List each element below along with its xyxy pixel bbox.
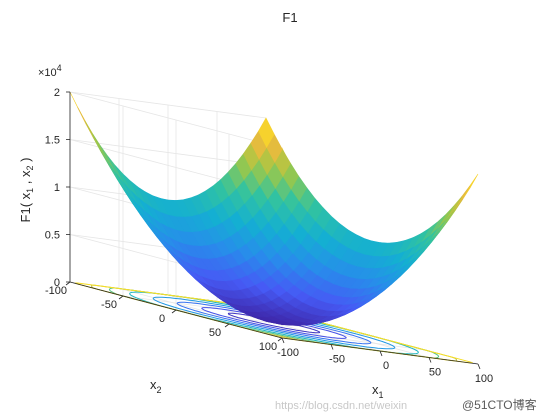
z-axis-label: F1( x1 , x2 ): [18, 158, 35, 223]
x-tick-mark: [330, 344, 334, 350]
z-exponent-label: ×104: [38, 63, 62, 79]
watermark-right: @51CTO博客: [462, 397, 537, 412]
z-tick-label: 0: [54, 277, 60, 289]
surface-plot: [69, 91, 479, 326]
chart-title: F1: [282, 10, 297, 25]
x-tick-mark: [428, 357, 432, 363]
y-tick-mark: [65, 281, 71, 286]
z-tick-label: 1: [54, 182, 60, 194]
surface-patch: [258, 117, 275, 148]
x-axis-label: x1: [372, 382, 384, 400]
x-tick-mark: [477, 363, 481, 370]
x-tick-mark: [379, 350, 383, 357]
y-tick-label: 50: [209, 327, 221, 339]
y-axis-label: x2: [150, 377, 162, 395]
x-tick-label: -100: [277, 347, 299, 359]
x-tick-label: -50: [329, 354, 345, 366]
x-tick-label: 50: [429, 367, 441, 379]
z-tick-label: 0.5: [45, 230, 60, 242]
y-tick-mark: [118, 295, 124, 300]
z-tick-label: 2: [54, 87, 60, 99]
y-tick-mark: [224, 323, 230, 328]
y-tick-mark: [277, 337, 283, 342]
x-tick-label: 100: [475, 373, 493, 385]
y-tick-mark: [171, 309, 177, 314]
y-tick-label: -100: [45, 285, 67, 297]
y-tick-label: 100: [259, 341, 277, 353]
x-tick-label: 0: [383, 360, 389, 372]
y-tick-label: -50: [101, 299, 117, 311]
y-tick-label: 0: [159, 313, 165, 325]
watermark-left: https://blog.csdn.net/weixin: [275, 400, 407, 412]
x-tick-mark: [281, 337, 285, 344]
z-tick-label: 1.5: [45, 135, 60, 147]
